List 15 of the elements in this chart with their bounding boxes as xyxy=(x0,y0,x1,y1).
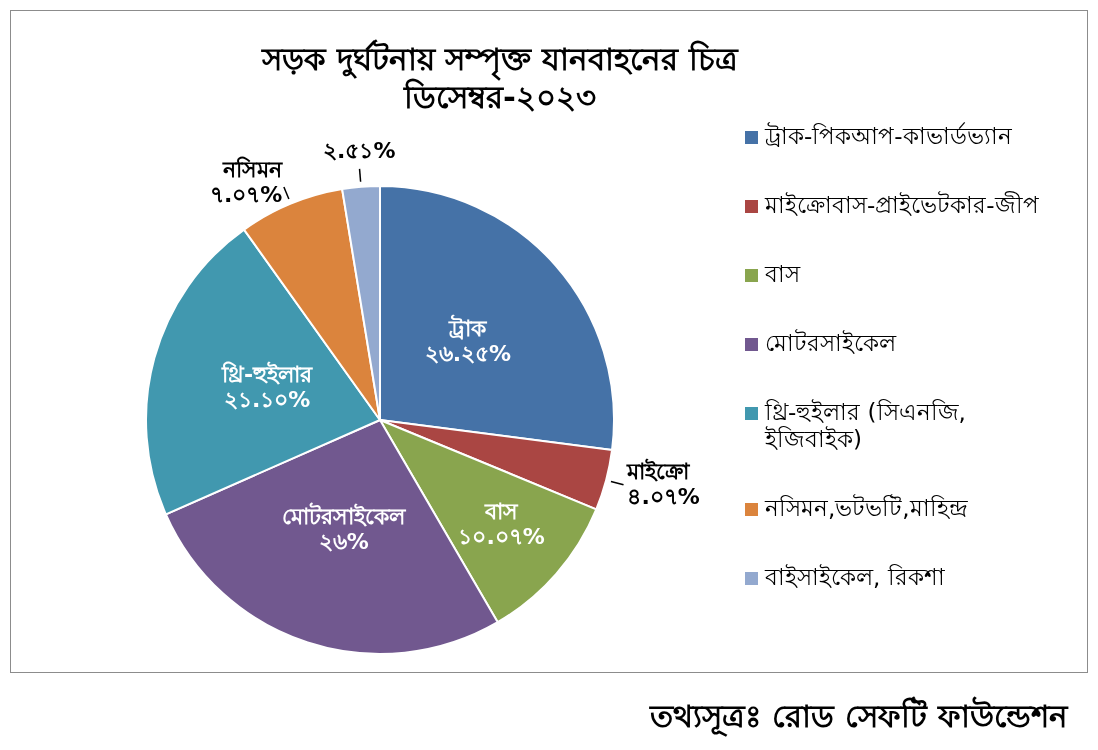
text: তথ্যসূত্রঃ রোড সেফটি ফাউন্ডেশন xyxy=(649,696,1068,736)
legend-label: বাইসাইকেল, রিকশা xyxy=(765,564,945,591)
legend-label: ট্রাক-পিকআপ-কাভার্ডভ্যান xyxy=(765,123,1012,150)
data-label: নসিমন ৭.০৭% xyxy=(209,155,284,207)
data-label: থ্রি-হুইলার ২১.১০% xyxy=(221,361,314,413)
legend-label: মাইক্রোবাস-প্রাইভেটকার-জীপ xyxy=(765,192,1039,219)
legend-label: বাস xyxy=(765,261,800,288)
data-label: মাইক্রো ৪.০৭% xyxy=(626,458,700,510)
legend-label: মোটরসাইকেল xyxy=(765,330,896,357)
legend-label: নসিমন,ভটভটি,মাহিন্দ্র xyxy=(765,495,968,522)
data-label: মোটরসাইকেল ২৬% xyxy=(282,502,408,555)
data-label: বাস ১০.০৭% xyxy=(458,499,545,550)
data-label: ২.৫১% xyxy=(323,138,396,164)
legend-label: থ্রি-হুইলার (সিএনজি, ইজিবাইক) xyxy=(765,399,967,453)
data-label: ট্রাক ২৬.২৫% xyxy=(424,313,512,366)
